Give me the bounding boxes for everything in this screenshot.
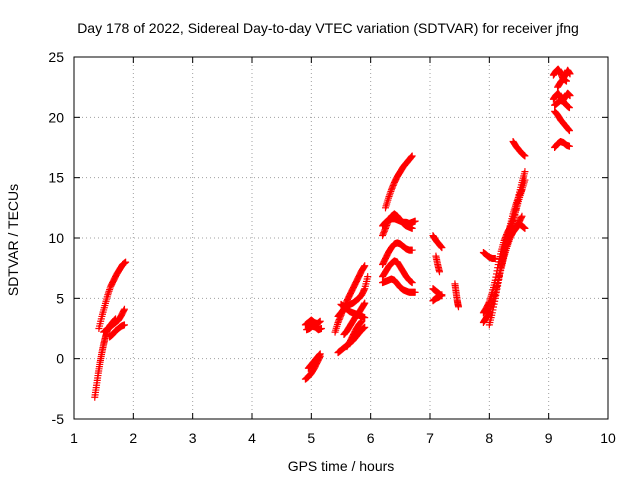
data-points <box>91 65 574 401</box>
data-point <box>364 273 372 281</box>
data-point <box>454 303 462 311</box>
y-tick-label: 15 <box>48 170 64 186</box>
data-point <box>411 217 419 225</box>
data-point <box>408 246 416 254</box>
data-point <box>317 325 325 332</box>
data-point <box>562 77 570 85</box>
plot-frame <box>73 56 609 420</box>
x-tick-label: 6 <box>367 430 375 446</box>
data-point <box>521 224 529 232</box>
y-tick-label: 0 <box>56 351 64 367</box>
y-tick-label: 20 <box>48 109 64 125</box>
x-axis-label: GPS time / hours <box>288 458 395 474</box>
data-point <box>521 168 529 176</box>
y-tick-label: 10 <box>48 230 64 246</box>
data-point <box>408 152 416 160</box>
x-tick-label: 1 <box>70 430 78 446</box>
y-tick-label: 25 <box>48 49 64 65</box>
data-point <box>438 244 446 252</box>
data-point <box>122 258 130 266</box>
data-point <box>566 70 574 78</box>
x-tick-label: 2 <box>129 430 137 446</box>
data-point <box>120 321 128 329</box>
x-tick-label: 10 <box>600 430 616 446</box>
data-point <box>408 224 416 232</box>
tick-labels: 1 2 3 4 5 6 7 8 9 10 -5 0 5 10 15 20 25 <box>48 49 616 446</box>
data-point <box>521 152 529 160</box>
x-tick-label: 8 <box>485 430 493 446</box>
data-point <box>518 186 526 194</box>
x-tick-label: 7 <box>426 430 434 446</box>
y-axis-label: SDTVAR / TECUs <box>5 184 21 296</box>
data-point <box>408 279 416 287</box>
data-point <box>358 317 366 325</box>
data-point <box>565 104 573 112</box>
x-tick-label: 5 <box>307 430 315 446</box>
data-point <box>411 288 419 296</box>
x-tick-label: 3 <box>189 430 197 446</box>
x-tick-label: 9 <box>545 430 553 446</box>
data-point <box>565 142 573 150</box>
axis-ticks <box>73 56 609 420</box>
data-point <box>361 299 369 307</box>
data-point <box>518 212 526 220</box>
grid <box>74 57 608 419</box>
data-point <box>435 268 443 276</box>
data-point <box>361 314 369 322</box>
data-point <box>566 92 574 100</box>
data-point <box>361 323 369 331</box>
x-tick-label: 4 <box>248 430 256 446</box>
y-tick-label: 5 <box>56 290 64 306</box>
y-tick-label: -5 <box>52 411 65 427</box>
data-point <box>361 262 369 270</box>
data-point <box>491 255 499 263</box>
chart-title: Day 178 of 2022, Sidereal Day-to-day VTE… <box>77 20 579 36</box>
data-point <box>565 127 573 135</box>
data-point <box>120 305 128 313</box>
data-point <box>438 291 446 299</box>
data-point <box>316 317 324 325</box>
data-point <box>316 350 324 358</box>
